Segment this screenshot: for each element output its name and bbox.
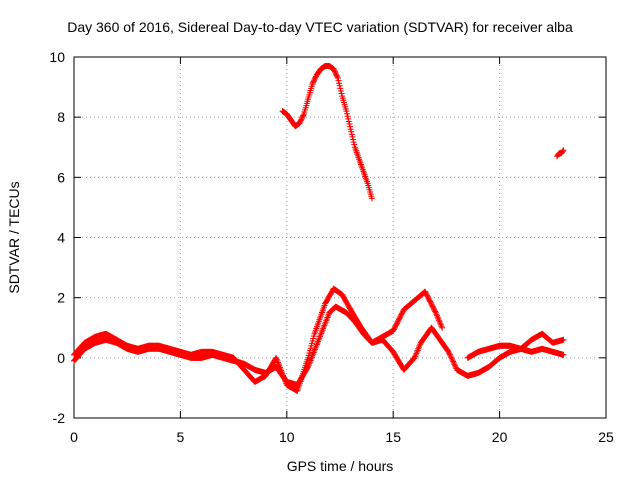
data-point [343,110,350,117]
x-axis-label: GPS time / hours [287,458,394,474]
data-point [446,350,453,357]
data-point [334,73,341,80]
data-point [368,195,375,202]
data-point [345,118,352,125]
data-point [343,108,350,115]
data-point [560,336,567,343]
data-point [560,147,567,154]
data-point [439,324,446,331]
chart-title: Day 360 of 2016, Sidereal Day-to-day VTE… [67,19,573,35]
x-tick-label: 5 [177,429,185,445]
data-point [450,359,457,366]
data-point [337,85,344,92]
y-tick-label: 6 [57,169,65,185]
data-point [346,121,353,128]
data-point [449,357,456,364]
data-point [448,355,455,362]
y-tick-label: 0 [57,350,65,366]
data-point [350,139,357,146]
data-point [450,358,457,365]
data-point [446,351,453,358]
data-point [337,87,344,94]
data-point [347,126,354,133]
data-point [309,81,316,88]
data-point [348,128,355,135]
data-point [312,74,319,81]
data-point [349,133,356,140]
data-point [451,361,458,368]
data-point [311,75,318,82]
data-point [296,120,303,127]
data-point [331,68,338,75]
data-point [330,66,337,73]
data-point [336,80,343,87]
x-tick-label: 20 [492,429,508,445]
data-point [432,308,439,315]
data-point [350,136,357,143]
y-tick-label: 10 [49,49,65,65]
y-tick-label: -2 [53,410,66,426]
data-point [297,117,304,124]
axis-ticks [73,56,607,419]
data-point [300,112,307,119]
y-tick-label: 8 [57,109,65,125]
data-point [559,148,566,155]
data-point [331,67,338,74]
data-point [310,78,317,85]
x-tick-label: 25 [598,429,614,445]
data-point [299,113,306,120]
data-points [71,63,567,394]
y-tick-label: 4 [57,230,65,246]
x-tick-label: 10 [279,429,295,445]
data-point [448,354,455,361]
data-point [335,77,342,84]
data-point [351,141,358,148]
data-point [447,352,454,359]
data-point [338,90,345,97]
series-track-2 [71,285,446,394]
data-point [333,72,340,79]
x-tick-label: 15 [385,429,401,445]
grid-lines [74,57,606,418]
series-track-4 [279,63,375,202]
data-point [345,115,352,122]
data-point [334,75,341,82]
data-point [298,116,305,123]
y-axis-label: SDTVAR / TECUs [6,181,22,293]
data-point [452,364,459,371]
series-track-3 [464,330,567,361]
data-point [336,82,343,89]
data-point [344,113,351,120]
y-tick-label: 2 [57,290,65,306]
data-point [452,362,459,369]
data-point [333,71,340,78]
series-track-5 [554,147,567,160]
data-point [299,115,305,122]
data-point [560,351,567,358]
data-point [445,348,452,355]
data-point [309,79,316,86]
x-tick-label: 0 [70,429,78,445]
data-point [347,123,354,130]
data-point [332,69,339,76]
data-point [297,118,304,125]
data-point [348,131,355,138]
data-point [311,77,318,84]
